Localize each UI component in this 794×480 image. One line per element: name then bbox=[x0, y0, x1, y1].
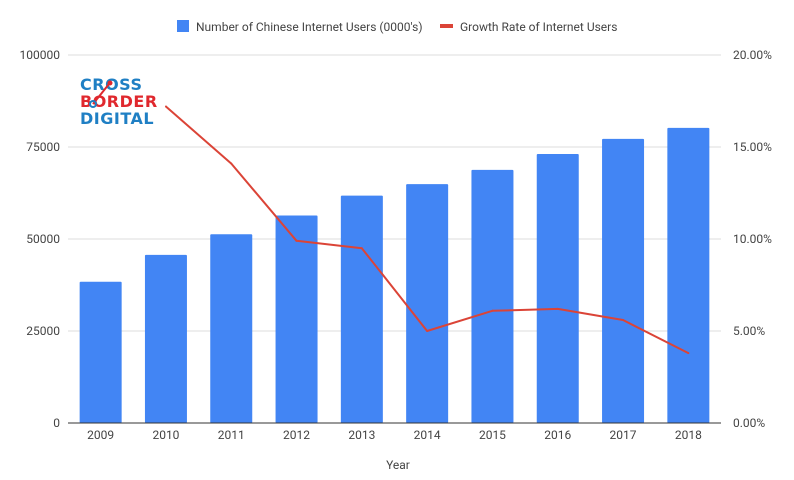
bar-2013 bbox=[340, 195, 383, 423]
growth-point-2014 bbox=[426, 330, 429, 332]
x-axis-title: Year bbox=[386, 458, 410, 472]
x-tick-label: 2014 bbox=[414, 428, 441, 442]
bar-2018 bbox=[667, 127, 710, 423]
growth-point-2015 bbox=[491, 309, 494, 312]
bar-2009 bbox=[79, 281, 122, 423]
logo-line-3: DIGITAL bbox=[80, 109, 154, 128]
legend-swatch-line bbox=[440, 24, 453, 28]
bar-2015 bbox=[471, 169, 514, 423]
y-left-tick-label: 100000 bbox=[20, 48, 61, 62]
growth-point-2011 bbox=[230, 162, 233, 165]
legend-label-bar: Number of Chinese Internet Users (0000's… bbox=[196, 20, 423, 34]
legend-label-line: Growth Rate of Internet Users bbox=[460, 20, 617, 34]
bar-2016 bbox=[536, 153, 579, 423]
bar-2010 bbox=[144, 254, 187, 423]
growth-line bbox=[164, 105, 690, 355]
legend: Number of Chinese Internet Users (0000's… bbox=[177, 20, 617, 34]
y-left-tick-label: 25000 bbox=[26, 324, 60, 338]
x-tick-label: 2009 bbox=[87, 428, 114, 442]
growth-point-2013 bbox=[360, 247, 363, 250]
y-right-tick-label: 20.00% bbox=[733, 48, 772, 62]
y-right-tick-label: 10.00% bbox=[733, 232, 772, 246]
bars bbox=[79, 127, 710, 424]
y-right-tick-label: 0.00% bbox=[733, 416, 765, 430]
x-tick-label: 2018 bbox=[675, 428, 702, 442]
cross-border-digital-logo: CROSS BORDER DIGITAL bbox=[80, 75, 157, 128]
y-right-tick-label: 15.00% bbox=[733, 140, 772, 154]
legend-swatch-bar bbox=[177, 20, 189, 32]
y-left-tick-label: 0 bbox=[53, 416, 60, 430]
growth-point-2017 bbox=[622, 318, 625, 321]
x-tick-label: 2016 bbox=[544, 428, 571, 442]
bar-2014 bbox=[406, 184, 449, 423]
growth-point-2010 bbox=[164, 105, 167, 108]
axes: 0 25000 50000 75000 100000 0.00% 5.00% 10.00% 15… bbox=[20, 48, 773, 442]
logo-pin-icon bbox=[89, 80, 113, 108]
x-tick-label: 2011 bbox=[218, 428, 245, 442]
bar-2012 bbox=[275, 215, 318, 423]
bar-2017 bbox=[602, 138, 645, 424]
growth-point-2012 bbox=[295, 239, 298, 242]
x-tick-label: 2010 bbox=[152, 428, 179, 442]
x-tick-label: 2017 bbox=[610, 428, 637, 442]
x-tick-label: 2012 bbox=[283, 428, 310, 442]
x-tick-label: 2015 bbox=[479, 428, 506, 442]
growth-point-2018 bbox=[687, 352, 690, 355]
bar-2011 bbox=[210, 234, 253, 423]
y-right-tick-label: 5.00% bbox=[733, 324, 765, 338]
growth-point-2016 bbox=[556, 307, 559, 310]
x-tick-label: 2013 bbox=[348, 428, 375, 442]
y-left-tick-label: 50000 bbox=[26, 232, 60, 246]
y-left-tick-label: 75000 bbox=[26, 140, 60, 154]
